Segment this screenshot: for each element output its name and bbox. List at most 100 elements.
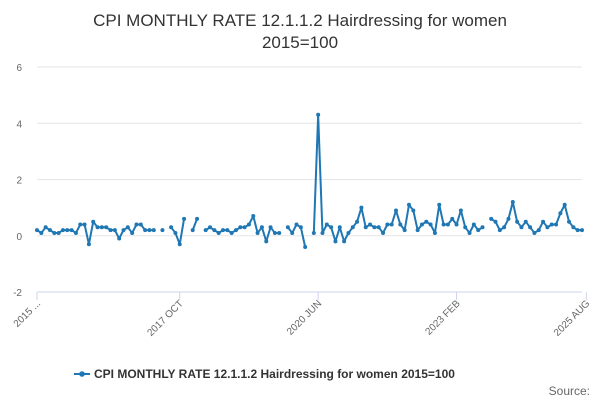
data-point[interactable] [277,230,282,235]
data-point[interactable] [428,222,433,227]
data-point[interactable] [242,225,247,230]
data-point[interactable] [368,222,373,227]
data-point[interactable] [160,228,165,233]
data-point[interactable] [259,225,264,230]
data-point[interactable] [208,225,213,230]
data-point[interactable] [549,222,554,227]
data-point[interactable] [523,219,528,224]
data-point[interactable] [290,230,295,235]
data-point[interactable] [99,225,104,230]
data-point[interactable] [47,228,52,233]
data-point[interactable] [346,230,351,235]
data-point[interactable] [112,228,117,233]
data-point[interactable] [376,225,381,230]
data-point[interactable] [216,230,221,235]
data-point[interactable] [528,225,533,230]
data-point[interactable] [445,222,450,227]
data-point[interactable] [35,228,39,233]
data-point[interactable] [43,225,48,230]
data-point[interactable] [519,225,524,230]
data-point[interactable] [169,225,174,230]
data-point[interactable] [190,228,195,233]
data-point[interactable] [255,230,260,235]
data-point[interactable] [385,222,390,227]
data-point[interactable] [130,230,135,235]
data-point[interactable] [294,222,299,227]
data-point[interactable] [52,230,57,235]
data-point[interactable] [450,216,455,221]
data-point[interactable] [536,228,541,233]
data-point[interactable] [350,225,355,230]
data-point[interactable] [337,225,342,230]
data-point[interactable] [220,228,225,233]
data-point[interactable] [424,219,429,224]
data-point[interactable] [580,228,584,233]
data-point[interactable] [355,219,360,224]
data-point[interactable] [39,230,44,235]
data-point[interactable] [467,230,472,235]
data-point[interactable] [78,222,83,227]
data-point[interactable] [246,222,251,227]
data-point[interactable] [419,222,424,227]
data-point[interactable] [65,228,70,233]
data-point[interactable] [117,236,122,241]
data-point[interactable] [363,225,368,230]
data-point[interactable] [510,200,515,204]
data-point[interactable] [151,228,156,233]
data-point[interactable] [60,228,65,233]
data-point[interactable] [532,230,537,235]
data-point[interactable] [177,242,182,247]
data-point[interactable] [138,222,143,227]
data-point[interactable] [134,222,139,227]
data-point[interactable] [411,208,416,213]
data-point[interactable] [95,225,100,230]
data-point[interactable] [311,230,316,235]
data-point[interactable] [229,230,234,235]
data-point[interactable] [203,228,208,233]
data-point[interactable] [125,225,130,230]
data-point[interactable] [147,228,152,233]
data-point[interactable] [480,225,485,230]
data-point[interactable] [571,225,576,230]
data-point[interactable] [324,222,329,227]
data-point[interactable] [381,230,386,235]
data-point[interactable] [121,228,126,233]
data-point[interactable] [225,228,230,233]
data-point[interactable] [502,225,507,230]
data-point[interactable] [264,239,269,244]
data-point[interactable] [493,219,498,224]
data-point[interactable] [342,239,347,244]
data-point[interactable] [554,222,559,227]
data-point[interactable] [432,230,437,235]
credits-text[interactable]: Source: [549,384,590,398]
data-point[interactable] [212,228,217,233]
data-point[interactable] [489,216,494,221]
data-point[interactable] [541,219,546,224]
data-point[interactable] [406,202,411,207]
data-point[interactable] [497,228,502,233]
data-point[interactable] [320,230,325,235]
data-point[interactable] [402,228,407,233]
data-point[interactable] [471,222,476,227]
data-point[interactable] [143,228,148,233]
data-point[interactable] [285,225,290,230]
data-point[interactable] [91,219,96,224]
data-point[interactable] [104,225,109,230]
data-point[interactable] [73,230,78,235]
data-point[interactable] [515,219,520,224]
data-point[interactable] [437,202,442,207]
legend[interactable]: CPI MONTHLY RATE 12.1.1.2 Hairdressing f… [74,367,455,381]
data-point[interactable] [233,228,238,233]
data-point[interactable] [268,225,273,230]
data-point[interactable] [329,225,334,230]
data-point[interactable] [476,228,481,233]
data-point[interactable] [454,222,459,227]
data-point[interactable] [558,211,563,216]
data-point[interactable] [69,228,74,233]
data-point[interactable] [545,225,550,230]
data-point[interactable] [195,216,200,221]
data-point[interactable] [394,208,399,213]
data-point[interactable] [298,225,303,230]
data-point[interactable] [272,230,277,235]
data-point[interactable] [56,230,61,235]
